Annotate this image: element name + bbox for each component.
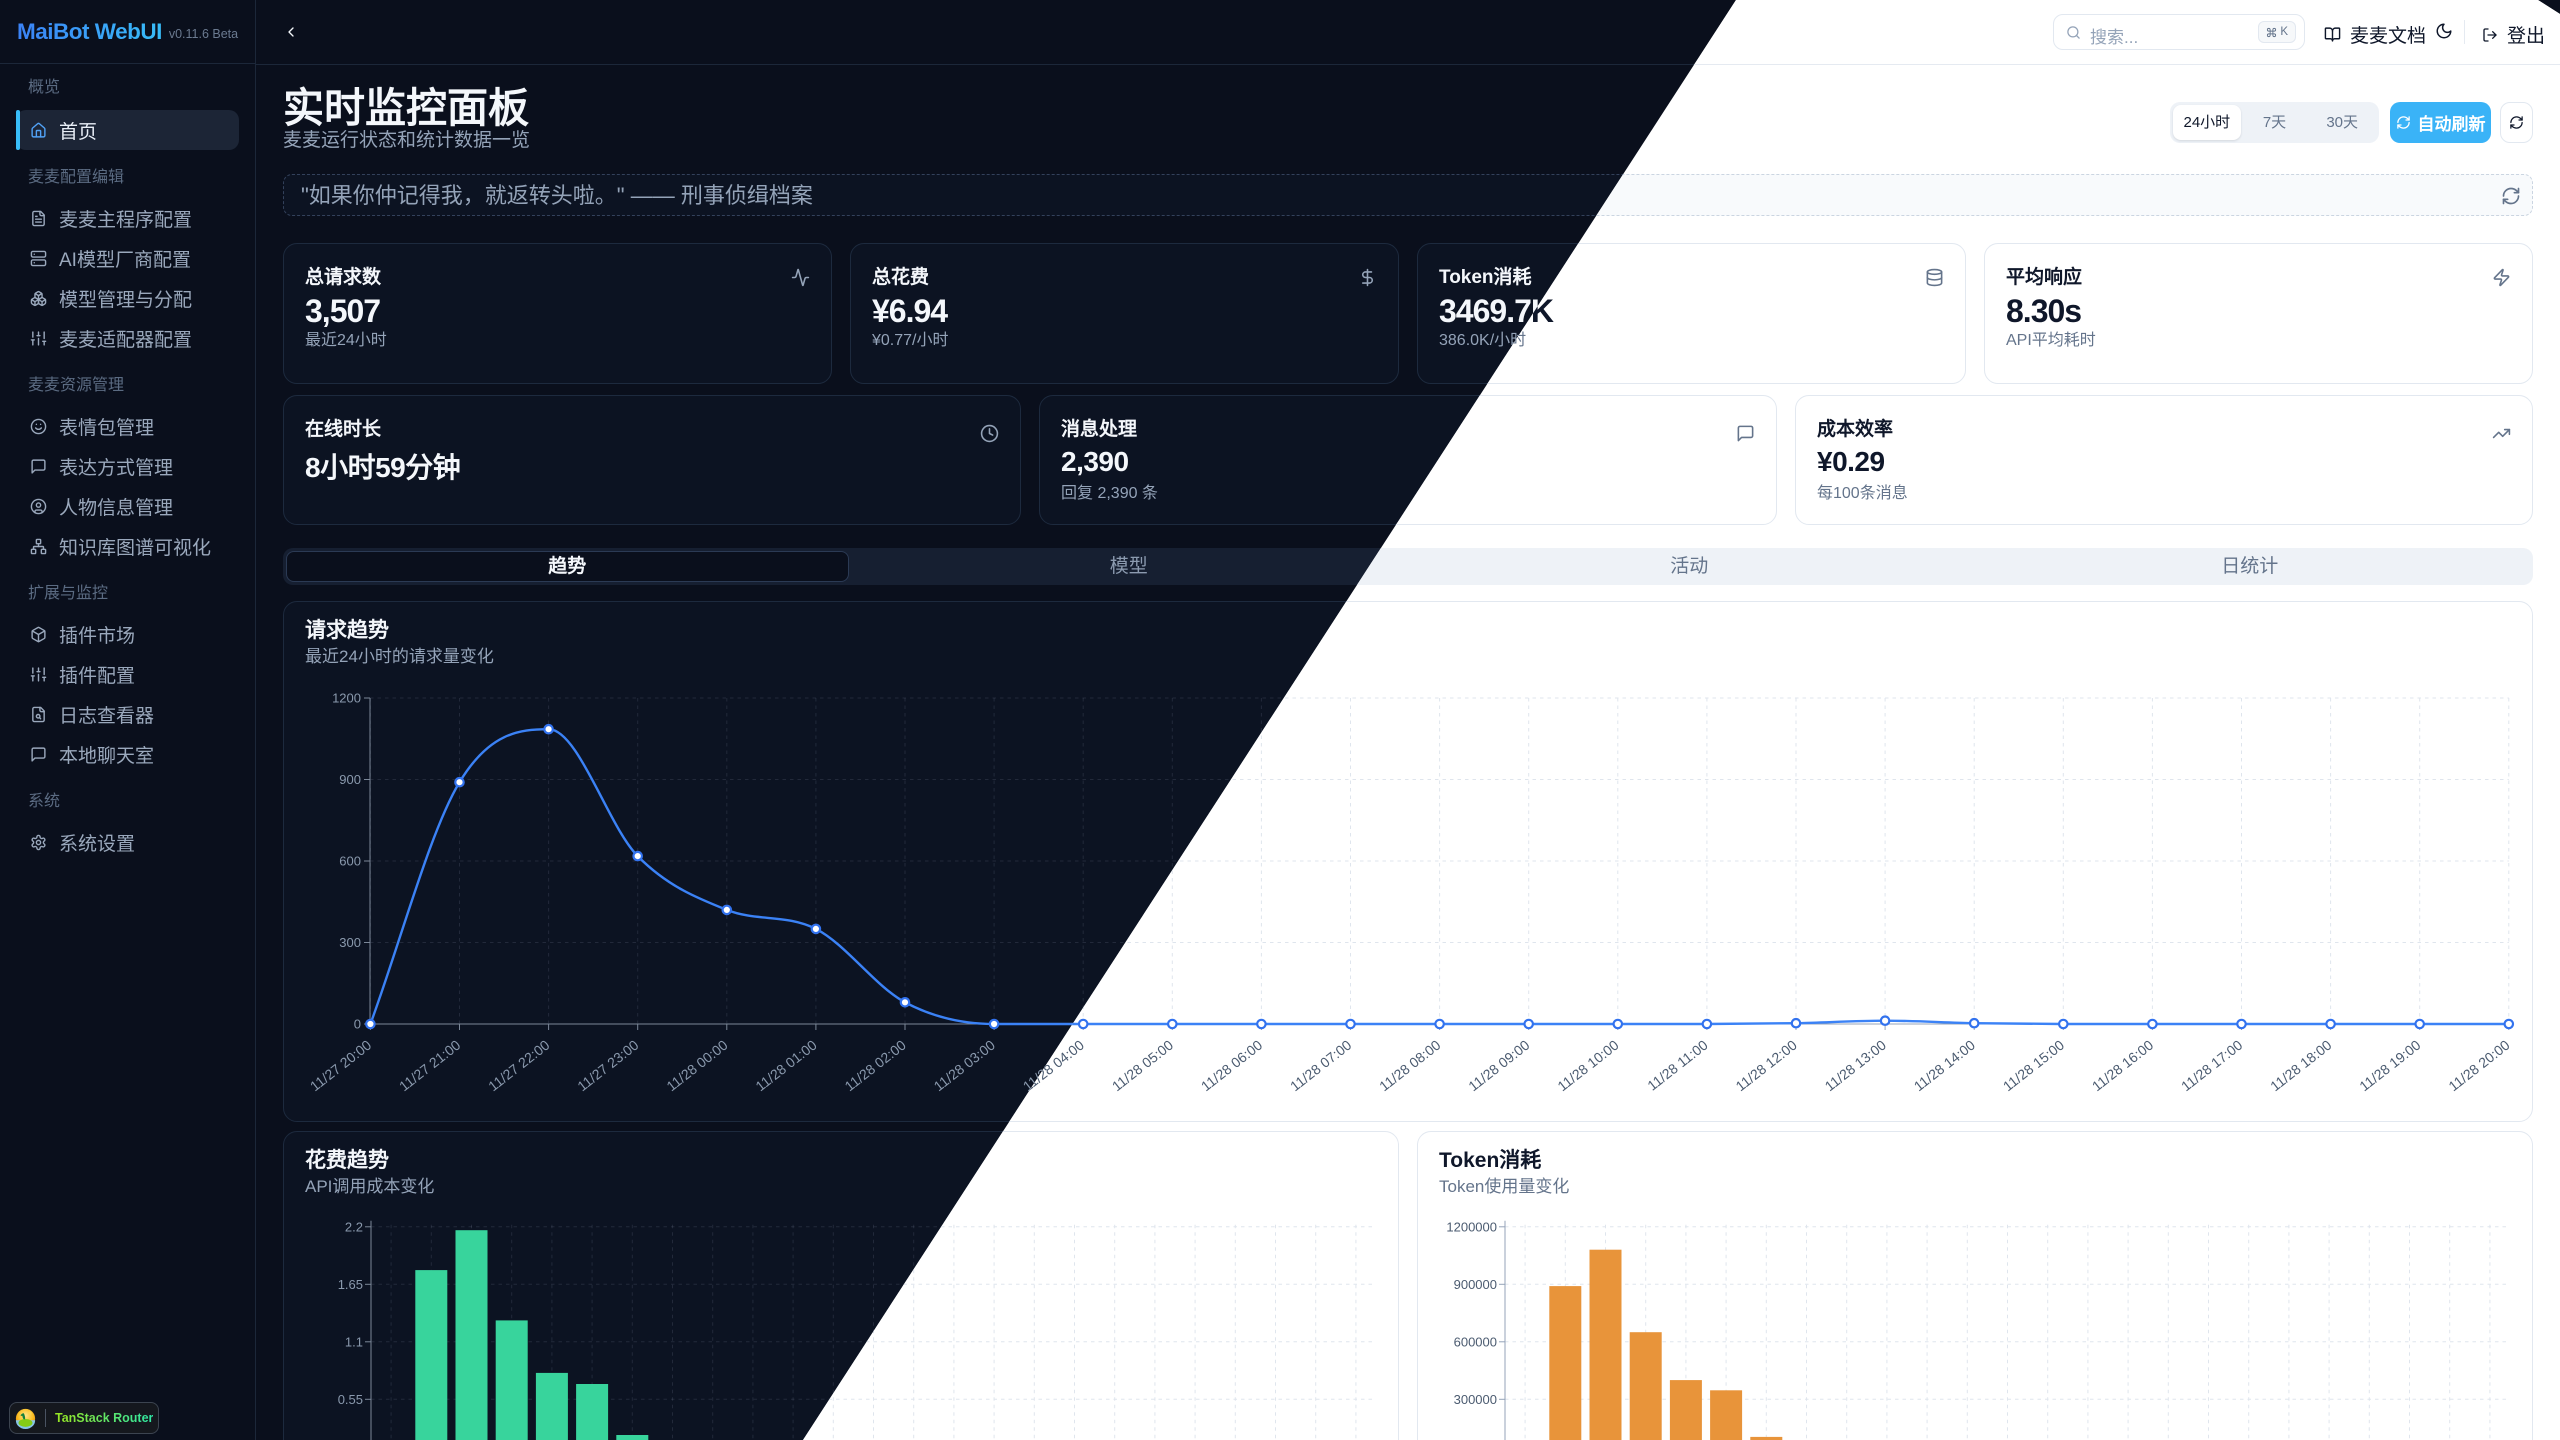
svg-text:11/28 16:00: 11/28 16:00	[2089, 1037, 2156, 1095]
svg-text:11/28 07:00: 11/28 07:00	[1287, 1037, 1354, 1095]
svg-text:11/27 21:00: 11/27 21:00	[396, 1037, 463, 1095]
svg-text:11/28 00:00: 11/28 00:00	[663, 1037, 730, 1095]
svg-text:11/28 13:00: 11/28 13:00	[1822, 1037, 1889, 1095]
svg-text:0.55: 0.55	[338, 1392, 363, 1407]
svg-text:11/28 05:00: 11/28 05:00	[1109, 1037, 1176, 1095]
svg-text:900000: 900000	[1454, 1277, 1497, 1292]
svg-text:1.65: 1.65	[338, 1277, 363, 1292]
svg-text:11/28 11:00: 11/28 11:00	[1644, 1037, 1711, 1094]
svg-text:0: 0	[354, 1017, 361, 1032]
svg-text:2.2: 2.2	[345, 1219, 363, 1234]
svg-text:11/28 12:00: 11/28 12:00	[1733, 1037, 1800, 1095]
svg-text:1200: 1200	[332, 691, 361, 706]
svg-text:11/27 23:00: 11/27 23:00	[574, 1037, 641, 1095]
svg-text:11/28 01:00: 11/28 01:00	[752, 1037, 819, 1095]
svg-text:11/28 19:00: 11/28 19:00	[2356, 1037, 2423, 1095]
svg-text:11/27 20:00: 11/27 20:00	[307, 1037, 374, 1095]
svg-text:11/28 18:00: 11/28 18:00	[2267, 1037, 2334, 1095]
svg-text:300: 300	[339, 935, 361, 950]
svg-text:11/28 02:00: 11/28 02:00	[842, 1037, 909, 1095]
svg-text:1.1: 1.1	[345, 1334, 363, 1349]
svg-text:11/28 10:00: 11/28 10:00	[1554, 1037, 1621, 1095]
svg-text:11/28 09:00: 11/28 09:00	[1465, 1037, 1532, 1095]
svg-text:1200000: 1200000	[1446, 1219, 1497, 1234]
svg-text:11/28 03:00: 11/28 03:00	[931, 1037, 998, 1095]
svg-text:11/28 17:00: 11/28 17:00	[2178, 1037, 2245, 1095]
svg-text:900: 900	[339, 772, 361, 787]
svg-text:11/27 22:00: 11/27 22:00	[485, 1037, 552, 1095]
svg-text:300000: 300000	[1454, 1392, 1497, 1407]
svg-text:600: 600	[339, 854, 361, 869]
svg-text:11/28 14:00: 11/28 14:00	[1911, 1037, 1978, 1095]
svg-text:11/28 20:00: 11/28 20:00	[2445, 1037, 2512, 1095]
svg-text:11/28 06:00: 11/28 06:00	[1198, 1037, 1265, 1095]
svg-text:11/28 15:00: 11/28 15:00	[2000, 1037, 2067, 1095]
svg-text:600000: 600000	[1454, 1334, 1497, 1349]
svg-text:11/28 08:00: 11/28 08:00	[1376, 1037, 1443, 1095]
